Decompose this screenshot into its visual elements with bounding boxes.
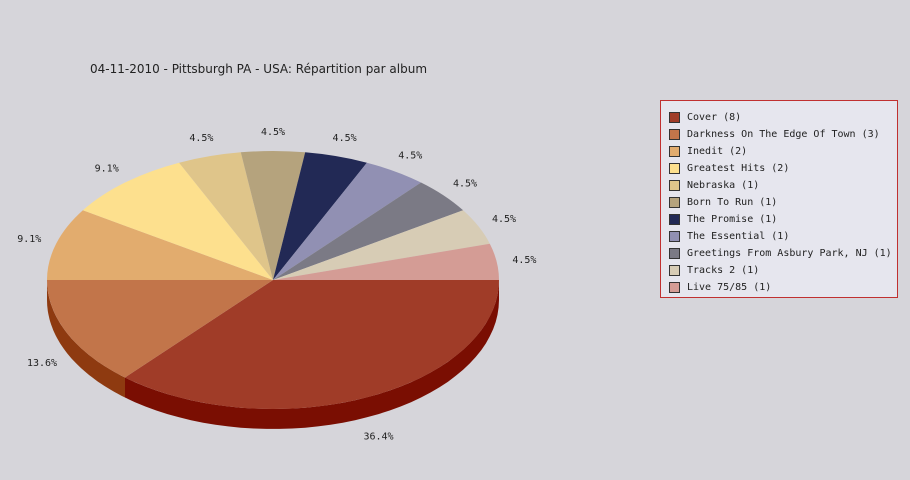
pie-slice-5 [240, 150, 306, 280]
pie-slice-3 [82, 162, 274, 280]
pie-percent-label-3: 9.1% [95, 163, 119, 174]
pie-percent-label-10: 4.5% [512, 255, 536, 266]
pie-slice-9 [273, 210, 490, 280]
legend-item: Born To Run (1) [669, 194, 897, 211]
pie-slice-1 [47, 280, 273, 378]
pie-percent-label-4: 4.5% [189, 133, 213, 144]
legend-label: Nebraska (1) [687, 180, 760, 191]
legend-label: Inedit (2) [687, 146, 748, 157]
pie-percent-label-1: 13.6% [27, 358, 57, 369]
legend-label: Cover (8) [687, 112, 742, 123]
legend-swatch [669, 112, 680, 123]
legend-swatch [669, 265, 680, 276]
legend-label: The Essential (1) [687, 231, 790, 242]
legend-label: Live 75/85 (1) [687, 282, 772, 293]
pie-percent-label-8: 4.5% [453, 178, 477, 189]
pie-percent-label-9: 4.5% [492, 214, 516, 225]
legend-item: Tracks 2 (1) [669, 262, 897, 279]
legend: Cover (8) Darkness On The Edge Of Town (3… [660, 100, 898, 298]
legend-swatch [669, 163, 680, 174]
legend-label: The Promise (1) [687, 214, 778, 225]
legend-item: The Promise (1) [669, 211, 897, 228]
pie-percent-label-5: 4.5% [261, 127, 285, 138]
legend-item: Greetings From Asbury Park, NJ (1) [669, 245, 897, 262]
pie-slice-4 [179, 152, 273, 280]
legend-item: Cover (8) [669, 109, 897, 126]
pie-slice-7 [273, 162, 421, 280]
legend-swatch [669, 214, 680, 225]
pie-side-0 [125, 280, 499, 429]
legend-label: Born To Run (1) [687, 197, 778, 208]
legend-item: The Essential (1) [669, 228, 897, 245]
legend-swatch [669, 180, 680, 191]
legend-label: Greatest Hits (2) [687, 163, 790, 174]
pie-slice-0 [125, 280, 499, 410]
pie-percent-label-7: 4.5% [398, 151, 422, 162]
legend-label: Darkness On The Edge Of Town (3) [687, 129, 880, 140]
legend-swatch [669, 282, 680, 293]
legend-item: Darkness On The Edge Of Town (3) [669, 126, 897, 143]
legend-item: Live 75/85 (1) [669, 279, 897, 296]
legend-swatch [669, 231, 680, 242]
pie-percent-label-0: 36.4% [363, 432, 393, 443]
legend-swatch [669, 197, 680, 208]
pie-percent-label-2: 9.1% [17, 234, 41, 245]
pie-slice-6 [273, 152, 367, 280]
legend-item: Greatest Hits (2) [669, 160, 897, 177]
legend-swatch [669, 146, 680, 157]
chart-title: 04-11-2010 - Pittsburgh PA - USA: Répart… [90, 62, 428, 76]
legend-swatch [669, 248, 680, 259]
pie-percent-label-6: 4.5% [333, 133, 357, 144]
pie-side-1 [47, 280, 125, 398]
legend-swatch [669, 129, 680, 140]
legend-label: Tracks 2 (1) [687, 265, 760, 276]
pie-slice-2 [47, 210, 273, 280]
legend-item: Inedit (2) [669, 143, 897, 160]
pie-slice-8 [273, 182, 464, 280]
legend-label: Greetings From Asbury Park, NJ (1) [687, 248, 892, 259]
legend-item: Nebraska (1) [669, 177, 897, 194]
pie-slice-10 [273, 243, 499, 280]
